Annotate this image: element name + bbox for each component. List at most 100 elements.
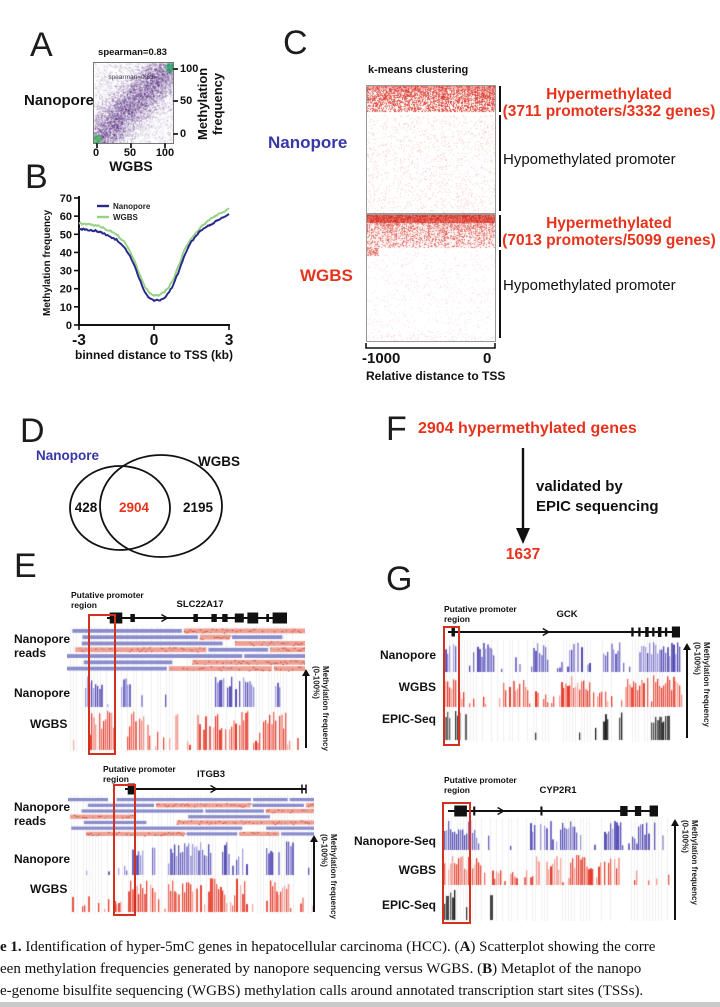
scatter-inner-title: spearman=0.83: [108, 74, 154, 81]
gene-exon: [620, 806, 628, 816]
x-tick-label: 0: [150, 332, 159, 349]
gene-exon: [638, 627, 641, 637]
hyper-bracket-wgbs: [499, 215, 501, 247]
scatter-xtick-100: 100: [155, 147, 175, 159]
flow-result-label: 1637: [505, 546, 541, 563]
caption-segment: ) Metaplot of the nanopo: [492, 961, 642, 977]
gene-exon: [657, 627, 662, 637]
promoter-box-slc22a17: [88, 614, 116, 755]
promoter-label-g2: Putative promoter region: [444, 775, 517, 795]
track-label-g2-wgbs: WGBS: [398, 863, 436, 877]
scatter-ytick-mark: [173, 100, 178, 102]
gene-exon: [234, 613, 244, 623]
scatter-left-label: Nanopore: [24, 92, 95, 109]
browser-canvas-cyp2r1: [442, 818, 674, 921]
hypo-bracket-nanopore: [499, 115, 501, 211]
gene-exon: [649, 805, 658, 817]
gene-exon: [193, 614, 198, 622]
venn-circle-wgbs: [99, 454, 223, 558]
caption-line: een methylation frequencies generated by…: [0, 958, 720, 980]
track-label-g2-nanoporeseq: Nanopore-Seq: [353, 834, 436, 848]
scatter-xtick-mark: [130, 143, 132, 148]
browser-canvas-itgb3: [68, 795, 314, 914]
track-label-e2-wgbs: WGBS: [30, 882, 68, 896]
flow-start-label: 2904 hypermethylated genes: [418, 420, 637, 437]
venn-value1: 428: [74, 500, 98, 515]
panel-label-g: G: [386, 560, 413, 598]
caption-segment: B: [482, 961, 493, 977]
promoter-label-g1: Putative promoter region: [444, 604, 517, 624]
heatmap-title: k-means clustering: [368, 64, 469, 76]
gene-exon: [645, 627, 649, 637]
scatter-xtick-mark: [96, 143, 98, 148]
venn-circle-nanopore: [69, 465, 171, 551]
y-tick-label: 70: [60, 193, 72, 205]
scatter-ytick-50: 50: [180, 95, 193, 107]
x-tick-label: -3: [72, 332, 86, 349]
scatter-xtick-0: 0: [92, 147, 100, 159]
caption-segment: e-genome bisulfite sequencing (WGBS) met…: [0, 983, 644, 999]
track-label-e1-wgbs: WGBS: [30, 717, 68, 731]
gene-direction-arrow: [161, 613, 169, 623]
hyper2-title: Hypermethylated: [546, 215, 672, 232]
freq-axis-line-e2: [313, 842, 315, 912]
freq-axis-label-e1: Methylation frequency (0-100%): [311, 666, 331, 751]
browser-canvas-slc22a17: [67, 626, 305, 752]
scatter-plot-canvas: [93, 62, 174, 144]
freq-axis-line-e1: [305, 676, 307, 748]
gene-direction-arrow: [542, 627, 551, 637]
gene-exon: [247, 612, 259, 624]
caption-line: e 1. Identification of hyper-5mC genes i…: [0, 936, 720, 958]
gene-exon: [266, 614, 269, 622]
track-label-g1-wgbs: WGBS: [398, 680, 436, 694]
y-tick-label: 20: [60, 284, 72, 296]
scatter-ytick-100: 100: [180, 63, 199, 75]
track-label-e1-reads: Nanopore reads: [14, 632, 71, 661]
freq-axis-label-g2: Methylation frequency (0-100%): [680, 820, 700, 905]
panel-label-c: C: [283, 24, 308, 62]
gene-exon: [272, 612, 287, 624]
venn-diagram: [69, 454, 223, 558]
heatmap-wgbs-canvas: [366, 214, 496, 342]
y-tick-label: 10: [60, 302, 72, 314]
legend-label: Nanopore: [113, 202, 151, 211]
freq-axis-arrow-e2: [310, 835, 318, 842]
venn-overlap-value: 2904: [118, 500, 150, 515]
panel-label-d: D: [20, 412, 45, 450]
promoter-label-e2: Putative promoter region: [103, 764, 176, 784]
hypo2-label: Hypomethylated promoter: [503, 277, 676, 294]
caption-segment: Identification of hyper-5mC genes in hep…: [21, 939, 460, 955]
gene-direction-arrow: [497, 806, 505, 816]
scatter-ytick-mark: [173, 133, 178, 135]
freq-axis-arrow-e1: [302, 669, 310, 676]
scatter-title: spearman=0.83: [98, 47, 167, 58]
track-label-e2-nanopore: Nanopore: [14, 852, 71, 866]
track-label-g1-epicseq: EPIC-Seq: [381, 712, 436, 726]
gene-exon: [652, 627, 655, 637]
metaplot-curve: [78, 214, 229, 302]
heatmap-nanopore-canvas: [366, 85, 496, 214]
y-tick-label: 30: [60, 266, 72, 278]
gene-name-slc22a17: SLC22A17: [176, 599, 224, 610]
scatter-x-axis-label: WGBS: [109, 158, 153, 174]
panel-label-b: B: [25, 158, 48, 196]
caption-segment: ) Scatterplot showing the corre: [470, 939, 656, 955]
gene-exon: [671, 626, 680, 638]
hyper1-subtitle: (3711 promoters/3332 genes): [502, 103, 716, 120]
metaplot-curve: [78, 207, 230, 298]
promoter-label-e1: Putative promoter region: [71, 590, 144, 610]
track-label-g1-nanopore: Nanopore: [379, 648, 436, 662]
gene-exon: [211, 614, 217, 622]
gene-exon: [634, 806, 642, 816]
venn-set1-label: Nanopore: [36, 448, 100, 463]
page-edge-strip: [0, 1002, 720, 1007]
hyper-bracket-nanopore: [499, 86, 501, 112]
gene-name-cyp2r1: CYP2R1: [539, 785, 577, 796]
freq-axis-label-e2: Methylation frequency (0-100%): [319, 834, 339, 919]
gene-exon: [540, 806, 543, 816]
x-tick-label: 3: [225, 332, 234, 349]
y-tick-label: 60: [60, 211, 72, 223]
figure-caption: e 1. Identification of hyper-5mC genes i…: [0, 936, 720, 1002]
scatter-ytick-0: 0: [180, 128, 187, 140]
y-tick-label: 0: [66, 320, 72, 332]
